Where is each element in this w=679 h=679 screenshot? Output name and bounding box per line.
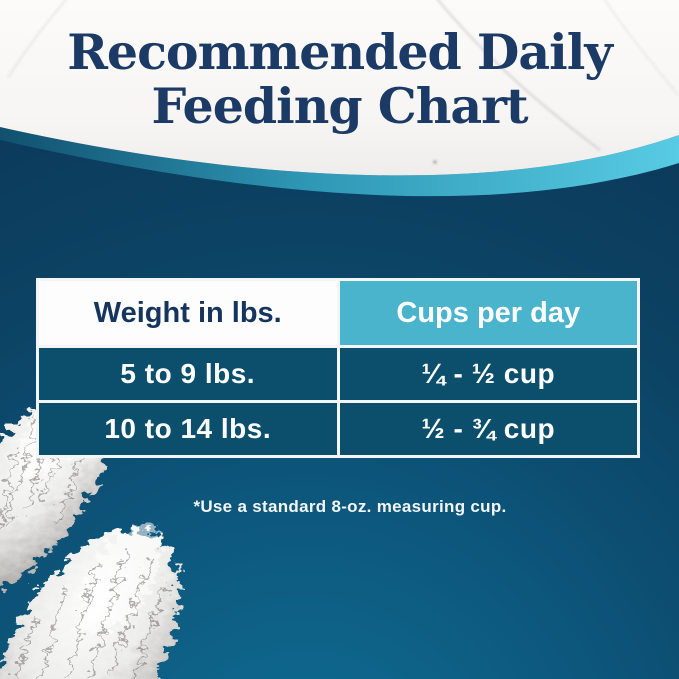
cups-amount-cell: ½ - ¾ cup [336,400,640,458]
page-title-line1: Recommended Daily [67,23,613,81]
weight-range-cell: 10 to 14 lbs. [36,400,340,458]
page-title-line2: Feeding Chart [151,76,528,135]
feeding-table: Weight in lbs. Cups per day 5 to 9 lbs. … [36,278,640,458]
table-row: 10 to 14 lbs. ½ - ¾ cup [36,400,640,458]
cups-amount-cell: ¼ - ½ cup [336,345,640,403]
feeding-table-header-row: Weight in lbs. Cups per day [36,278,640,348]
marble-veins [7,0,679,164]
page-title: Recommended Daily Feeding Chart [0,23,679,135]
weight-range-cell: 5 to 9 lbs. [36,345,340,403]
measuring-cup-footnote: *Use a standard 8-oz. measuring cup. [193,497,507,516]
cyan-curve-band [0,127,679,197]
marble-header-background [0,0,679,176]
column-header-cups: Cups per day [336,278,640,348]
table-row: 5 to 9 lbs. ¼ - ½ cup [36,345,640,403]
column-header-weight: Weight in lbs. [36,278,340,348]
cat-paw-lower [0,524,180,679]
